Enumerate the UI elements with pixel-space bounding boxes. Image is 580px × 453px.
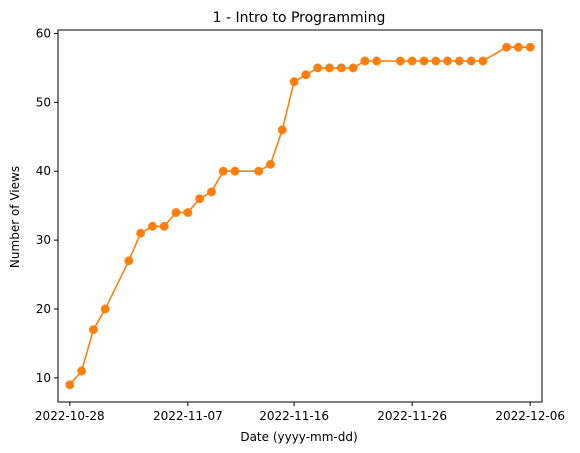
y-tick-label: 60 — [36, 26, 51, 40]
x-axis: 2022-10-28 2022-11-07 2022-11-16 2022-11-26… — [35, 402, 565, 423]
x-tick-label: 2022-11-07 — [153, 409, 223, 423]
data-point — [348, 63, 358, 73]
data-point — [77, 366, 87, 376]
data-point — [124, 256, 134, 266]
y-tick-label: 10 — [36, 371, 51, 385]
data-point — [207, 187, 216, 197]
data-point — [218, 166, 228, 176]
data-point — [147, 221, 157, 231]
y-tick-label: 50 — [36, 95, 51, 109]
data-point — [65, 380, 75, 390]
data-point — [136, 228, 146, 238]
data-point — [431, 56, 441, 66]
x-tick-label: 2022-10-28 — [35, 409, 105, 423]
data-point — [336, 63, 346, 73]
data-point — [443, 56, 453, 66]
plot-area — [65, 42, 535, 390]
data-point — [100, 304, 110, 314]
data-point — [289, 77, 299, 87]
data-point — [478, 56, 488, 66]
data-point — [301, 70, 311, 80]
data-point — [502, 42, 512, 52]
data-point — [230, 166, 240, 176]
plot-frame — [57, 29, 543, 403]
y-tick-label: 40 — [36, 164, 51, 178]
data-point — [419, 56, 429, 66]
y-tick-label: 30 — [36, 233, 51, 247]
data-point — [159, 221, 169, 231]
data-point — [325, 63, 334, 73]
data-point — [266, 159, 275, 169]
data-point — [407, 56, 417, 66]
data-point — [88, 325, 98, 335]
y-axis: 10 20 30 40 50 60 — [36, 26, 58, 385]
data-point — [525, 42, 535, 52]
data-point — [254, 166, 264, 176]
y-tick-label: 20 — [36, 302, 51, 316]
data-point — [171, 208, 181, 218]
data-point — [513, 42, 523, 52]
y-axis-label: Number of Views — [8, 166, 22, 268]
data-point — [372, 56, 382, 66]
x-tick-label: 2022-11-16 — [259, 409, 329, 423]
x-tick-label: 2022-12-06 — [495, 409, 565, 423]
data-point — [313, 63, 323, 73]
data-point — [454, 56, 464, 66]
data-point — [360, 56, 370, 66]
data-point — [277, 125, 287, 135]
x-tick-label: 2022-11-26 — [377, 409, 447, 423]
x-axis-label: Date (yyyy-mm-dd) — [240, 430, 357, 444]
data-point — [395, 56, 405, 66]
data-point — [183, 208, 193, 218]
data-point — [195, 194, 205, 204]
data-point — [466, 56, 476, 66]
series-line — [69, 46, 531, 386]
chart-title: 1 - Intro to Programming — [213, 10, 386, 26]
